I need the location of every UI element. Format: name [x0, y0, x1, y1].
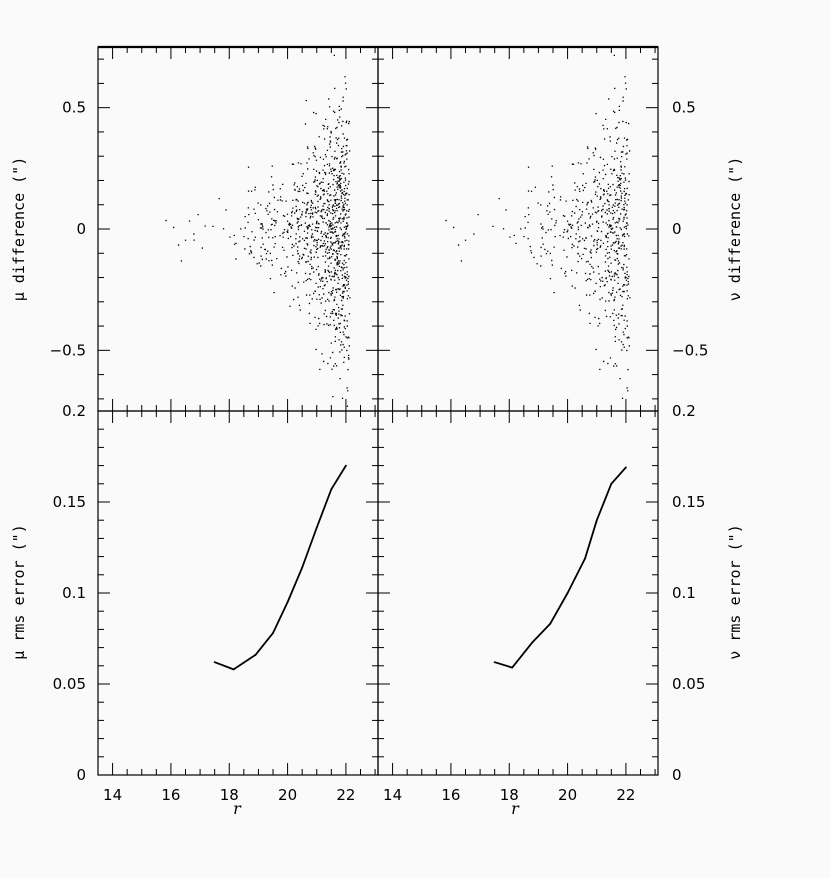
- y-tick-label: 0: [76, 766, 86, 784]
- x-tick-label: 20: [278, 786, 297, 804]
- panel-nu-difference: −0.5 0 0.5: [378, 33, 708, 411]
- ticks: [98, 411, 378, 775]
- x-tick-label: 14: [103, 786, 122, 804]
- plots: −0.500.5−0.500.500.050.10.150.214 16 18 20 2…: [50, 33, 709, 804]
- data-point: [287, 601, 289, 603]
- ticks: [378, 411, 658, 775]
- scatter-points: [165, 33, 350, 407]
- data-point: [610, 483, 612, 485]
- y-tick-label: 0.05: [53, 675, 86, 693]
- y-tick-label: −0.5: [672, 341, 708, 359]
- x-tick-label: 20: [558, 786, 577, 804]
- data-point: [345, 465, 347, 467]
- series-line-0: [215, 466, 346, 670]
- data-point: [272, 632, 274, 634]
- axis-text: r r μ difference (") ν difference (") μ …: [10, 157, 744, 818]
- y-tick-label: −0.5: [50, 341, 86, 359]
- y-tick-label: 0.2: [672, 402, 696, 420]
- x-tick-label: 16: [161, 786, 180, 804]
- data-point: [301, 567, 303, 569]
- marks: [445, 33, 630, 399]
- y-tick-label: 0: [672, 766, 682, 784]
- data-point: [214, 661, 216, 663]
- x-tick-label: 22: [616, 786, 635, 804]
- x-axis-label-left: r: [233, 799, 242, 818]
- y-tick-label: 0.05: [672, 675, 705, 693]
- y-tick-label: 0.5: [672, 99, 696, 117]
- panel-mu-difference: −0.5 0 0.5: [50, 33, 378, 411]
- x-tick-label: 22: [336, 786, 355, 804]
- x-tick-label: 14: [383, 786, 402, 804]
- y-label-nu-difference: ν difference ("): [726, 157, 744, 302]
- ticks: [378, 47, 658, 411]
- data-point: [596, 519, 598, 521]
- y-tick-label: 0.5: [62, 99, 86, 117]
- y-label-mu-rms: μ rms error ("): [10, 524, 28, 659]
- data-point: [494, 661, 496, 663]
- y-tick-label: 0.1: [62, 584, 86, 602]
- panel-mu-rms: 00.050.10.150.214 16 18 20 22: [53, 402, 378, 804]
- data-point: [584, 558, 586, 560]
- scatter-points: [445, 33, 630, 399]
- marks: [494, 467, 627, 669]
- y-tick-label: 0.15: [672, 493, 705, 511]
- x-tick-label: 16: [441, 786, 460, 804]
- series-line-0: [495, 467, 626, 667]
- data-point: [316, 527, 318, 529]
- data-point: [511, 667, 513, 669]
- data-point: [532, 641, 534, 643]
- x-axis-label-right: r: [511, 799, 520, 818]
- data-point: [549, 623, 551, 625]
- y-label-mu-difference: μ difference ("): [10, 157, 28, 302]
- y-tick-label: 0: [76, 220, 86, 238]
- y-tick-label: 0.1: [672, 584, 696, 602]
- data-point: [625, 467, 627, 469]
- data-point: [233, 669, 235, 671]
- y-label-nu-rms: ν rms error ("): [726, 524, 744, 659]
- y-tick-label: 0: [672, 220, 682, 238]
- panel-nu-rms: 00.050.10.150.214 16 18 20 22: [378, 402, 705, 804]
- y-tick-label: 0.15: [53, 493, 86, 511]
- data-point: [567, 592, 569, 594]
- data-point: [330, 488, 332, 490]
- panel-frame: [378, 47, 658, 411]
- panel-frame: [378, 411, 658, 775]
- marks: [165, 33, 350, 407]
- data-point: [255, 654, 257, 656]
- marks: [214, 465, 347, 671]
- y-tick-label: 0.2: [62, 402, 86, 420]
- panel-frame: [98, 411, 378, 775]
